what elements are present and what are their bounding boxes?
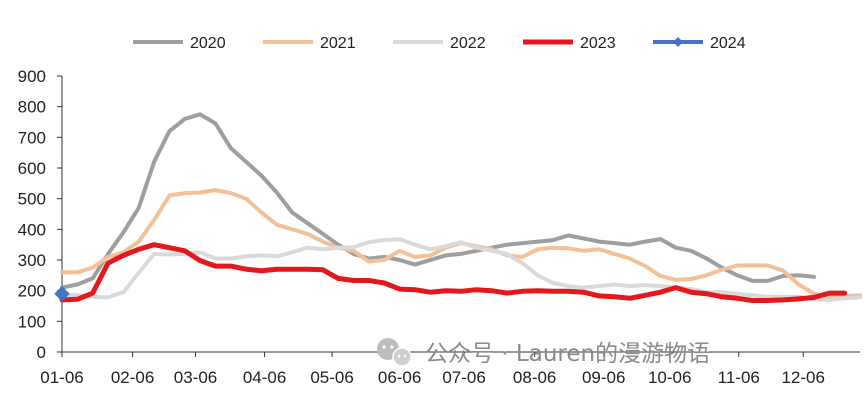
legend: 2020 2021 2022 2023 2024: [133, 35, 746, 52]
y-tick-label: 700: [18, 128, 46, 147]
x-tick-label: 11-06: [718, 368, 760, 387]
watermark-text: 公众号 · Lauren的漫游物语: [425, 341, 710, 367]
legend-label: 2020: [190, 35, 226, 52]
legend-marker: [673, 37, 683, 47]
y-tick-label: 100: [18, 312, 46, 331]
y-axis: 0 100 200 300 400 500 600 700 800 900: [18, 67, 63, 362]
x-tick-label: 08-06: [513, 368, 556, 387]
y-tick-label: 800: [18, 98, 46, 117]
legend-label: 2024: [710, 35, 746, 52]
y-tick-label: 200: [18, 282, 46, 301]
y-tick-label: 600: [18, 159, 46, 178]
x-tick-label: 06-06: [378, 368, 421, 387]
y-tick-label: 400: [18, 220, 46, 239]
y-tick-label: 900: [18, 67, 46, 86]
series-line-2023: [59, 242, 848, 303]
x-tick-label: 07-06: [442, 368, 485, 387]
x-tick-label: 04-06: [243, 368, 286, 387]
series-line-2020: [60, 112, 816, 290]
x-tick-label: 02-06: [111, 368, 154, 387]
legend-item-2024: 2024: [653, 35, 746, 52]
x-tick-label: 12-06: [781, 368, 824, 387]
x-tick-label: 09-06: [582, 368, 625, 387]
x-tick-label: 10-06: [648, 368, 691, 387]
wechat-icon: [377, 338, 412, 367]
legend-item-2021: 2021: [263, 35, 356, 52]
legend-label: 2022: [450, 35, 486, 52]
x-axis: 01-06 02-06 03-06 04-06 05-06 06-06 07-06 08-06…: [40, 351, 860, 387]
y-tick-label: 300: [18, 251, 46, 270]
watermark: 公众号 · Lauren的漫游物语: [377, 338, 710, 367]
series-point-2024: [54, 286, 70, 302]
legend-item-2023: 2023: [523, 35, 616, 52]
series-line-2022: [60, 237, 862, 302]
x-tick-label: 03-06: [174, 368, 217, 387]
legend-item-2022: 2022: [393, 35, 486, 52]
y-tick-label: 0: [37, 343, 46, 362]
y-tick-label: 500: [18, 190, 46, 209]
series-layer: [54, 112, 862, 303]
x-tick-label: 05-06: [310, 368, 353, 387]
legend-label: 2023: [580, 35, 616, 52]
legend-item-2020: 2020: [133, 35, 226, 52]
x-tick-label: 01-06: [40, 368, 83, 387]
legend-label: 2021: [320, 35, 356, 52]
